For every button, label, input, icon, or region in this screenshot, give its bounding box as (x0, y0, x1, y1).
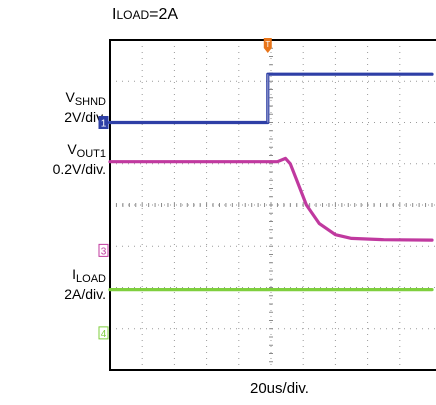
trigger-marker-text: T (265, 40, 270, 49)
channel-marker-3 (98, 243, 109, 257)
x-axis-label: 20us/div. (250, 380, 309, 397)
channel-marker-text: 1 (101, 119, 107, 130)
chart-title: ILOAD=2A (112, 6, 179, 23)
channel-marker-text: 4 (101, 329, 107, 340)
trace-vout1 (108, 156, 434, 242)
vout1-label: VOUT1 0.2V/div. (52, 141, 106, 177)
channel-marker-4 (98, 326, 109, 340)
iload-label: ILOAD 2A/div. (64, 266, 106, 302)
trigger-marker (263, 38, 272, 53)
channel-marker-1 (98, 116, 109, 129)
channel-marker-text: 3 (101, 246, 107, 257)
vshnd-label: VSHND 2V/div. (64, 89, 106, 125)
plot-frame (109, 39, 436, 371)
